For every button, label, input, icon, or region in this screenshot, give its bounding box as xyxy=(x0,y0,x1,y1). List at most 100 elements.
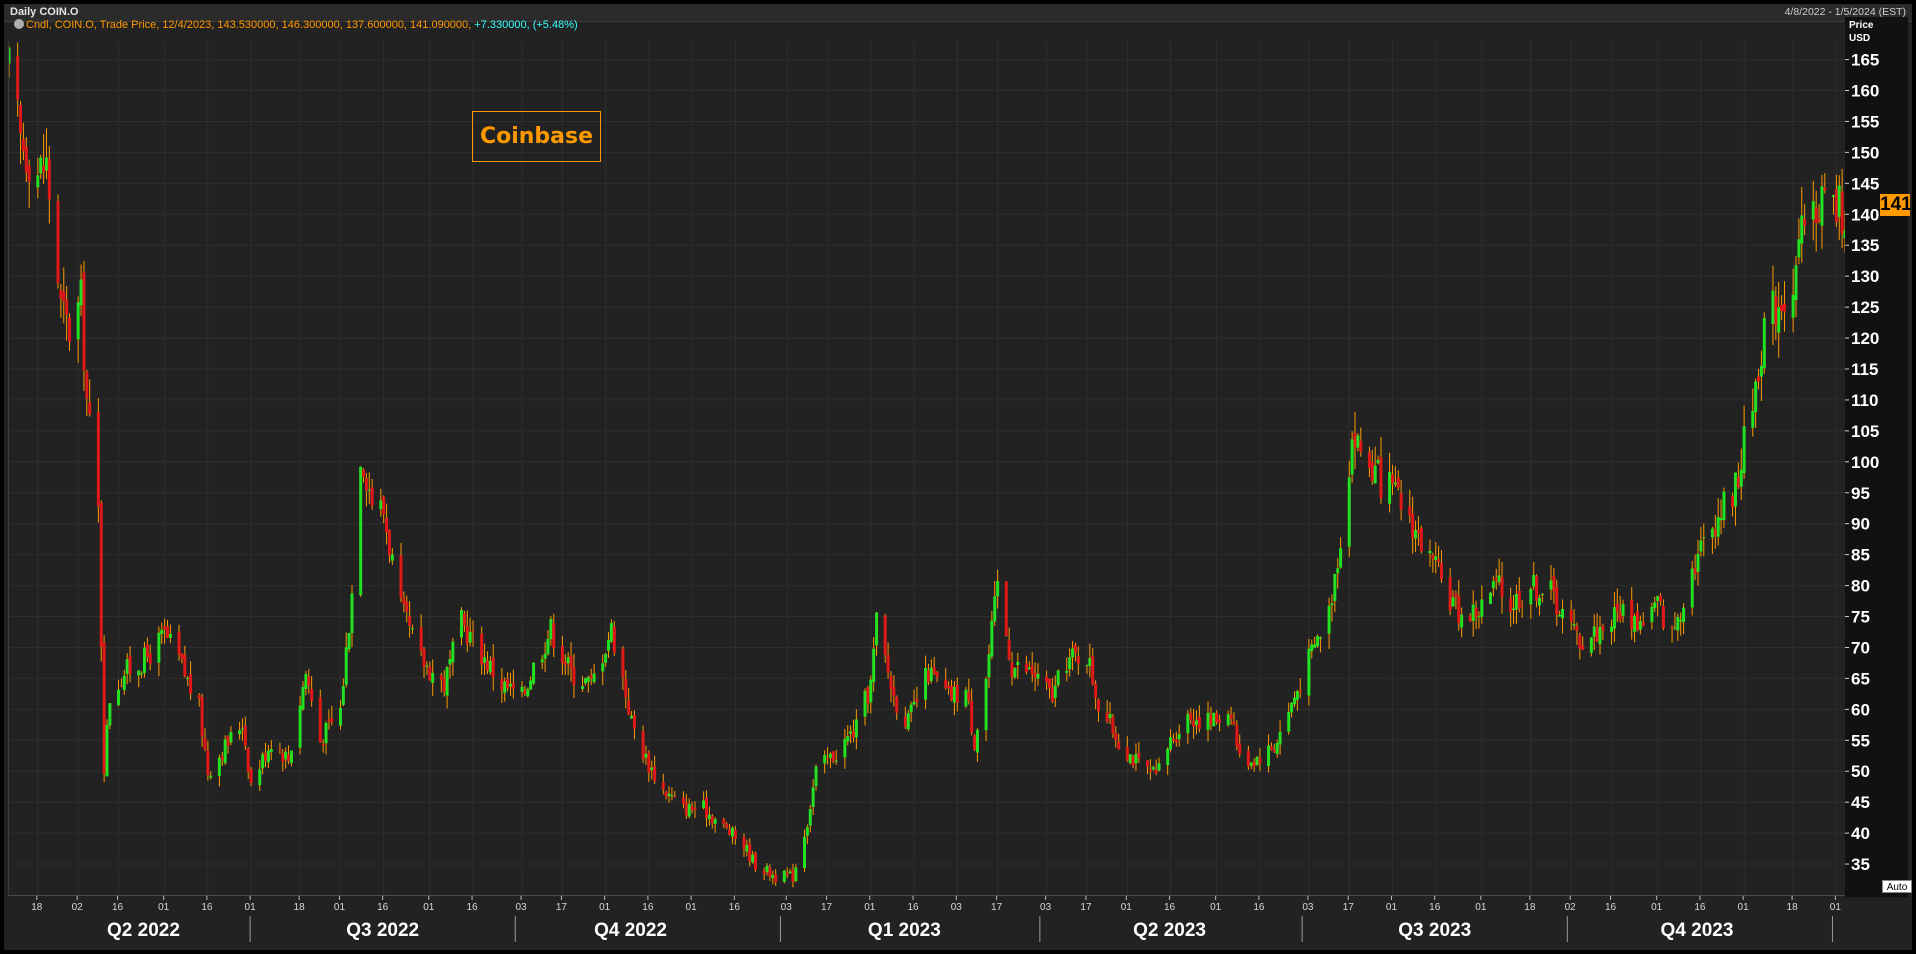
candle-body xyxy=(693,807,697,810)
date-axis[interactable]: 18 02 16 01 16 01 18 01 16 01 16 03 17 01 16 01 16 03 17 01… xyxy=(8,896,1845,946)
candle-body xyxy=(402,598,406,605)
candle-body xyxy=(1192,720,1196,727)
candle-body xyxy=(990,620,994,657)
candle xyxy=(1295,689,1299,711)
candle xyxy=(866,685,870,714)
candle xyxy=(967,678,971,705)
candle xyxy=(99,500,103,662)
candle xyxy=(926,663,930,686)
candle xyxy=(59,283,63,318)
candle xyxy=(1091,648,1095,686)
candlestick-chart[interactable] xyxy=(9,41,1845,895)
candle-body xyxy=(485,660,489,671)
candle-body xyxy=(1267,745,1271,766)
candle-body xyxy=(1226,714,1230,726)
chart-title: Daily COIN.O xyxy=(10,6,79,18)
candle xyxy=(532,662,536,686)
price-tick-label: 95 xyxy=(1851,484,1870,503)
candle-body xyxy=(705,797,709,818)
candle xyxy=(1226,710,1230,727)
date-tick-label: 01 xyxy=(245,902,257,913)
candle xyxy=(47,146,51,224)
price-axis[interactable]: 35 40 45 50 55 60 65 70 75 80 85 90 95 100 105 110 115 12… xyxy=(1845,17,1908,897)
candle-body xyxy=(480,633,484,665)
candle-body xyxy=(1514,594,1518,610)
date-tick-label: 16 xyxy=(907,902,919,913)
candle xyxy=(68,313,72,351)
candle-body xyxy=(1635,611,1639,631)
candle-body xyxy=(266,750,270,763)
candle xyxy=(1535,574,1539,608)
candle xyxy=(1575,622,1579,645)
candle-body xyxy=(1292,697,1296,705)
auto-scale-button[interactable]: Auto xyxy=(1882,880,1912,893)
candle xyxy=(102,635,106,783)
candle xyxy=(310,675,314,707)
candle-body xyxy=(287,754,291,761)
candle xyxy=(56,194,60,289)
candle xyxy=(88,379,92,417)
candle-body xyxy=(1488,592,1492,604)
candle xyxy=(1137,741,1141,764)
candle-body xyxy=(1598,626,1602,645)
date-range-label[interactable]: 4/8/2022 - 1/5/2024 (EST) xyxy=(1784,6,1906,18)
candle xyxy=(581,676,585,693)
candle-body xyxy=(238,730,242,735)
candle xyxy=(869,675,873,714)
candle xyxy=(681,791,685,809)
price-tick-label: 160 xyxy=(1851,82,1879,101)
date-tick-label: 17 xyxy=(1343,902,1355,913)
candle xyxy=(1298,678,1302,698)
candle-body xyxy=(1186,713,1190,734)
candle xyxy=(1246,745,1250,771)
candle xyxy=(1327,597,1331,649)
candle-body xyxy=(1803,218,1807,226)
candle-body xyxy=(1174,739,1178,743)
candle-body xyxy=(1310,644,1314,652)
candle-body xyxy=(1033,672,1037,678)
candle xyxy=(1454,590,1458,610)
series-legend[interactable]: Cndl, COIN.O, Trade Price, 12/4/2023, 14… xyxy=(14,19,578,31)
candle-body xyxy=(823,754,827,764)
candle-body xyxy=(203,737,207,750)
price-tick-label: 45 xyxy=(1851,793,1870,812)
candle-body xyxy=(1166,748,1170,766)
candle-body xyxy=(1088,658,1092,666)
series-settings-icon[interactable] xyxy=(14,19,24,29)
candle xyxy=(1520,600,1524,618)
candle xyxy=(16,42,20,117)
candle-body xyxy=(1255,756,1259,765)
candle-body xyxy=(846,736,850,742)
candle-body xyxy=(382,496,386,515)
candle xyxy=(44,128,48,180)
chart-annotation[interactable]: Coinbase xyxy=(472,111,601,162)
candle xyxy=(1532,562,1536,591)
candle xyxy=(1722,487,1726,528)
candle xyxy=(1310,639,1314,659)
date-tick-label: 16 xyxy=(1605,902,1617,913)
candle-body xyxy=(1249,762,1253,766)
candle xyxy=(529,676,533,691)
candle-body xyxy=(439,675,443,680)
candle xyxy=(944,667,948,690)
candle xyxy=(627,688,631,716)
candle xyxy=(1114,726,1118,748)
candle xyxy=(1690,560,1694,616)
candle-body xyxy=(1817,218,1821,222)
plot-area[interactable] xyxy=(8,41,1845,896)
candle xyxy=(367,472,371,504)
candle-body xyxy=(1474,607,1478,618)
candle xyxy=(667,786,671,803)
candle-body xyxy=(1313,644,1317,648)
candle-body xyxy=(549,619,553,640)
candle-body xyxy=(970,700,974,733)
candle-body xyxy=(1682,607,1686,623)
candle xyxy=(1108,702,1112,725)
candle xyxy=(1189,707,1193,724)
candle-body xyxy=(243,725,247,746)
candle-body xyxy=(653,766,657,782)
candle xyxy=(1814,190,1818,252)
candle xyxy=(1318,636,1322,653)
candle xyxy=(1673,612,1677,631)
candle xyxy=(480,626,484,675)
